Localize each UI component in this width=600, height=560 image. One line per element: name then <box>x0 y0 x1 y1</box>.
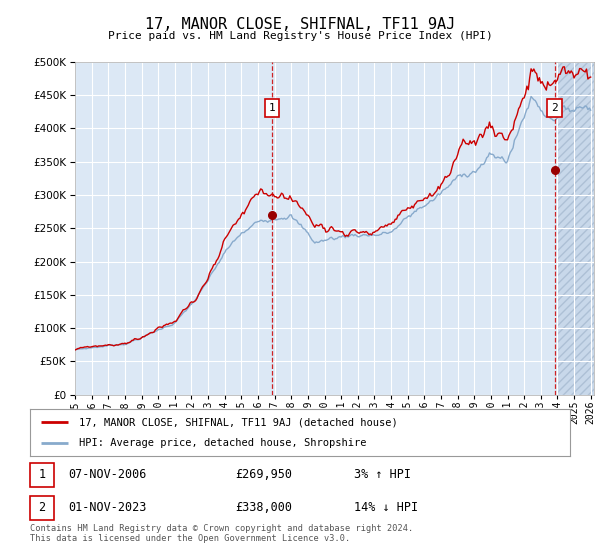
Text: 07-NOV-2006: 07-NOV-2006 <box>68 468 146 482</box>
Text: 1: 1 <box>268 103 275 113</box>
Bar <box>557 62 600 395</box>
Text: HPI: Average price, detached house, Shropshire: HPI: Average price, detached house, Shro… <box>79 438 366 448</box>
FancyBboxPatch shape <box>30 463 54 487</box>
Text: £338,000: £338,000 <box>235 501 292 515</box>
Text: Price paid vs. HM Land Registry's House Price Index (HPI): Price paid vs. HM Land Registry's House … <box>107 31 493 41</box>
Text: 14% ↓ HPI: 14% ↓ HPI <box>354 501 418 515</box>
Text: Contains HM Land Registry data © Crown copyright and database right 2024.
This d: Contains HM Land Registry data © Crown c… <box>30 524 413 543</box>
Bar <box>557 62 600 395</box>
Text: 17, MANOR CLOSE, SHIFNAL, TF11 9AJ (detached house): 17, MANOR CLOSE, SHIFNAL, TF11 9AJ (deta… <box>79 417 397 427</box>
Text: 2: 2 <box>38 501 46 515</box>
Text: 01-NOV-2023: 01-NOV-2023 <box>68 501 146 515</box>
Text: 17, MANOR CLOSE, SHIFNAL, TF11 9AJ: 17, MANOR CLOSE, SHIFNAL, TF11 9AJ <box>145 17 455 32</box>
Text: £269,950: £269,950 <box>235 468 292 482</box>
FancyBboxPatch shape <box>30 496 54 520</box>
Text: 2: 2 <box>551 103 558 113</box>
Text: 1: 1 <box>38 468 46 482</box>
Text: 3% ↑ HPI: 3% ↑ HPI <box>354 468 411 482</box>
